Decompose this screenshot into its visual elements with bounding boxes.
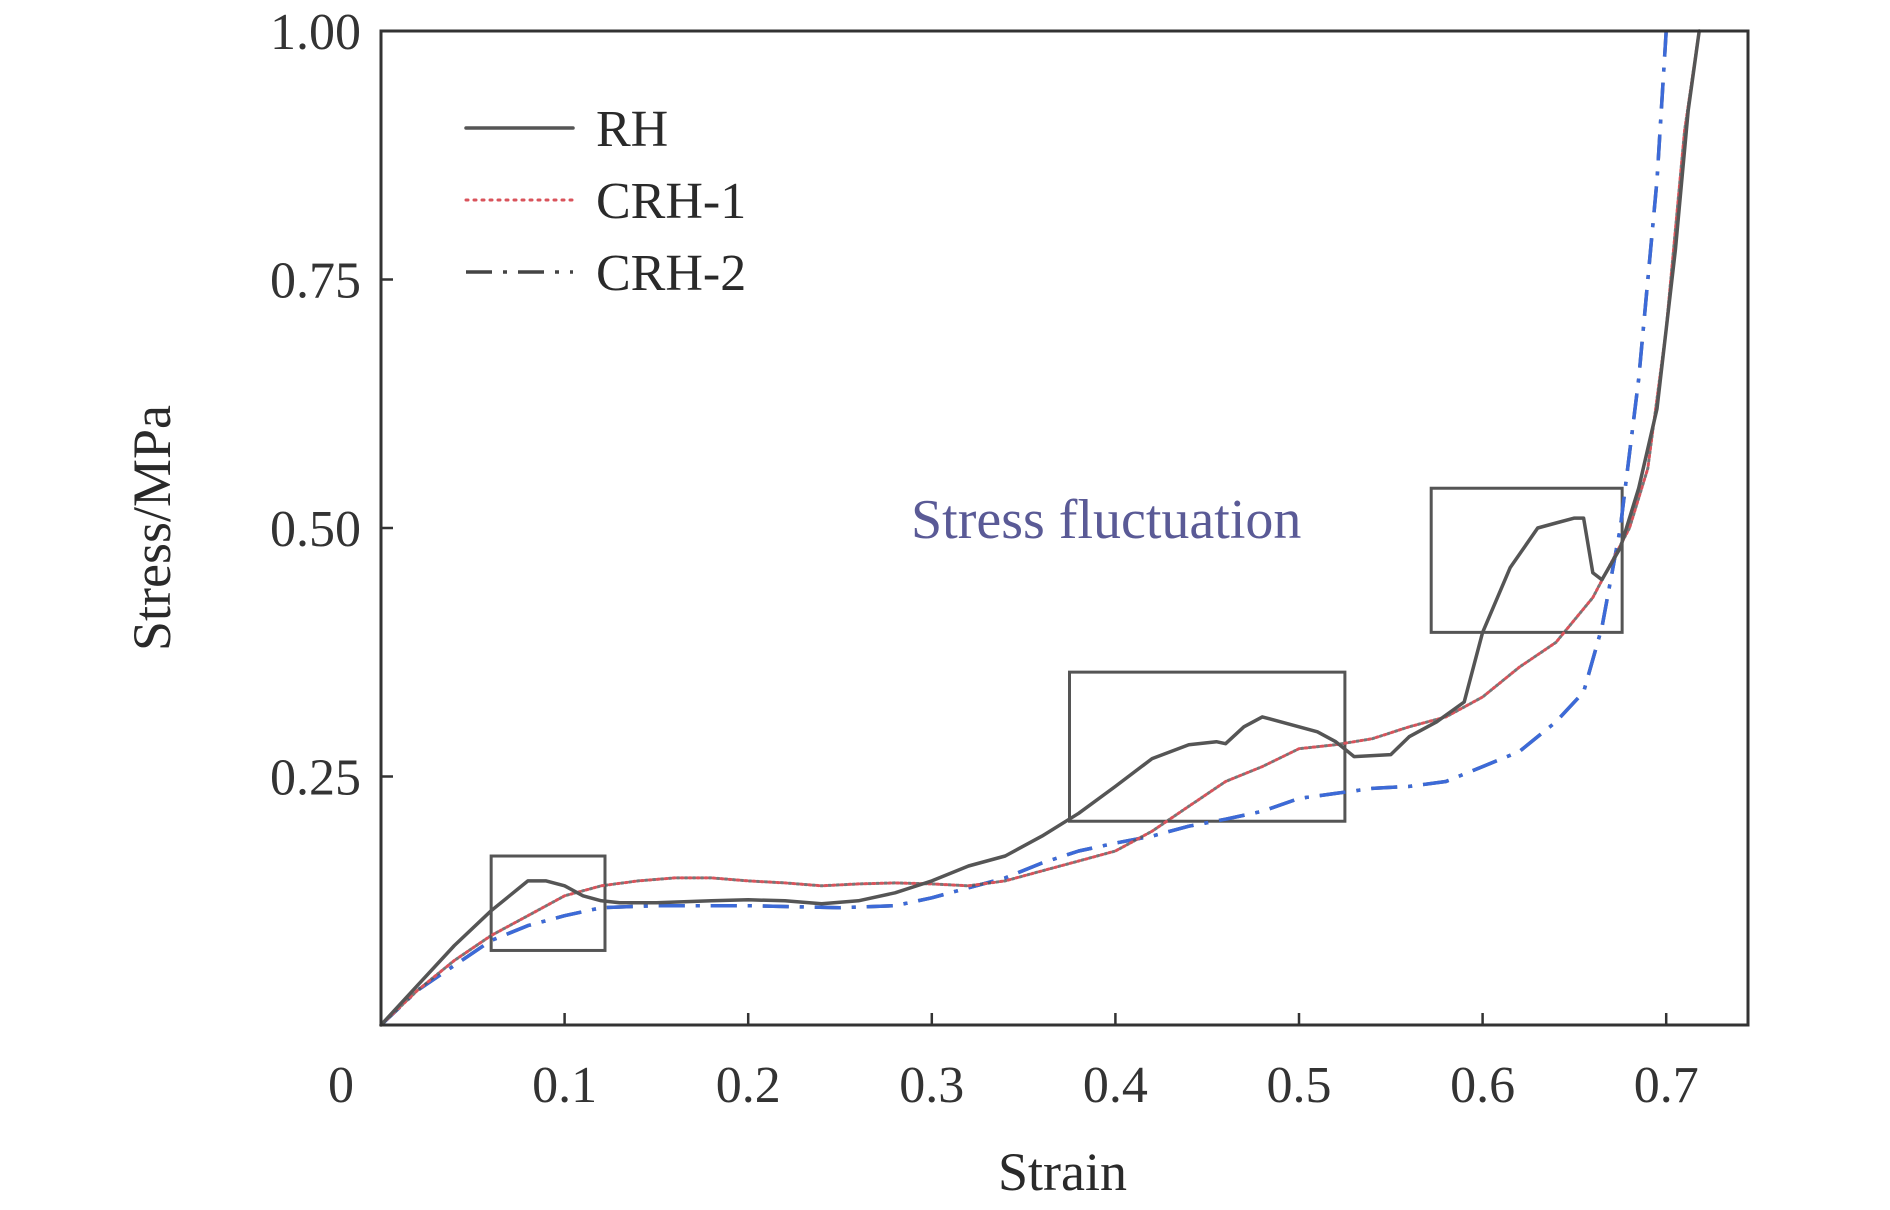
y-tick-label: 1.00	[270, 4, 361, 61]
y-axis-title: Stress/MPa	[122, 405, 182, 651]
x-tick-label: 0.3	[899, 1057, 964, 1114]
x-tick-label: 0	[328, 1057, 354, 1114]
series-lines	[379, 29, 1701, 1027]
y-tick-label: 0.25	[270, 750, 361, 807]
y-tick-label: 0.75	[270, 253, 361, 310]
x-tick-label: 0.1	[532, 1057, 597, 1114]
x-axis-title: Strain	[998, 1142, 1127, 1202]
x-tick-label: 0.4	[1083, 1057, 1148, 1114]
x-tick-label: 0.7	[1634, 1057, 1699, 1114]
series-rh-line	[379, 29, 1701, 1027]
x-tick-label: 0.5	[1267, 1057, 1332, 1114]
legend-label-rh: RH	[596, 101, 668, 158]
x-tick-label: 0.2	[716, 1057, 781, 1114]
highlight-box	[1429, 486, 1624, 634]
highlight-boxes	[489, 486, 1624, 952]
y-tick-label: 0.50	[270, 501, 361, 558]
series-crh-1-line	[379, 29, 1701, 1027]
legend-label-crh-2: CRH-2	[596, 245, 746, 302]
stress-fluctuation-annotation: Stress fluctuation	[911, 489, 1301, 551]
axis-ticks: 0 0.1 0.2 0.3 0.4 0.5 0.6 0.7 0.25 0.50 0.75 1.00	[270, 4, 1699, 1114]
highlight-box	[1068, 670, 1347, 823]
highlight-box	[489, 854, 607, 952]
series-crh-2-line	[379, 30, 1668, 1027]
legend-label-crh-1: CRH-1	[596, 173, 746, 230]
legend: RH CRH-1 CRH-2	[464, 101, 746, 302]
x-tick-label: 0.6	[1450, 1057, 1515, 1114]
